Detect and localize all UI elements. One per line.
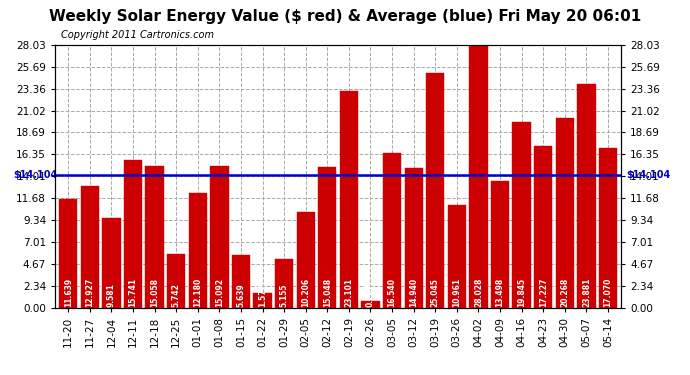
Text: 17.227: 17.227 — [539, 277, 548, 307]
Bar — [102, 218, 121, 308]
Bar — [297, 212, 315, 308]
Text: 10.961: 10.961 — [453, 278, 462, 307]
Text: 5.742: 5.742 — [172, 283, 181, 307]
Text: 12.927: 12.927 — [86, 278, 95, 307]
Text: Weekly Solar Energy Value ($ red) & Average (blue) Fri May 20 06:01: Weekly Solar Energy Value ($ red) & Aver… — [49, 9, 641, 24]
Text: 19.845: 19.845 — [518, 278, 526, 307]
Text: 13.498: 13.498 — [495, 278, 504, 307]
Bar — [318, 166, 337, 308]
Bar — [253, 293, 272, 308]
Text: 16.540: 16.540 — [388, 278, 397, 307]
Bar — [59, 198, 77, 308]
Text: $14.104: $14.104 — [627, 170, 671, 180]
Text: 10.206: 10.206 — [302, 278, 310, 307]
Bar — [426, 73, 444, 308]
Bar — [599, 148, 618, 308]
Bar — [81, 186, 99, 308]
Text: 9.581: 9.581 — [107, 283, 116, 307]
Text: 5.639: 5.639 — [237, 283, 246, 307]
Text: 15.741: 15.741 — [128, 278, 137, 307]
Bar — [146, 166, 164, 308]
Bar — [275, 259, 293, 308]
Text: 28.028: 28.028 — [474, 277, 483, 307]
Bar — [513, 122, 531, 308]
Text: 0.707: 0.707 — [366, 282, 375, 307]
Bar — [124, 160, 142, 308]
Text: 23.881: 23.881 — [582, 277, 591, 307]
Text: 17.070: 17.070 — [604, 277, 613, 307]
Text: Copyright 2011 Cartronics.com: Copyright 2011 Cartronics.com — [61, 30, 214, 40]
Bar — [404, 168, 423, 308]
Text: 20.268: 20.268 — [560, 278, 569, 307]
Text: 15.048: 15.048 — [323, 278, 332, 307]
Bar — [188, 194, 207, 308]
Text: 5.155: 5.155 — [279, 283, 288, 307]
Text: 1.577: 1.577 — [258, 283, 267, 307]
Text: $14.104: $14.104 — [13, 170, 57, 180]
Bar — [362, 301, 380, 307]
Text: 23.101: 23.101 — [344, 278, 353, 307]
Text: 15.058: 15.058 — [150, 278, 159, 307]
Bar — [469, 45, 488, 308]
Text: 15.092: 15.092 — [215, 278, 224, 307]
Bar — [555, 118, 574, 308]
Bar — [491, 181, 509, 308]
Bar — [167, 254, 186, 308]
Bar — [534, 146, 553, 308]
Text: 12.180: 12.180 — [193, 278, 202, 307]
Text: 14.940: 14.940 — [409, 278, 418, 307]
Bar — [210, 166, 228, 308]
Bar — [383, 153, 402, 308]
Bar — [448, 205, 466, 308]
Bar — [578, 84, 595, 308]
Text: 11.639: 11.639 — [63, 278, 72, 307]
Text: 25.045: 25.045 — [431, 278, 440, 307]
Bar — [232, 255, 250, 308]
Bar — [339, 91, 358, 308]
